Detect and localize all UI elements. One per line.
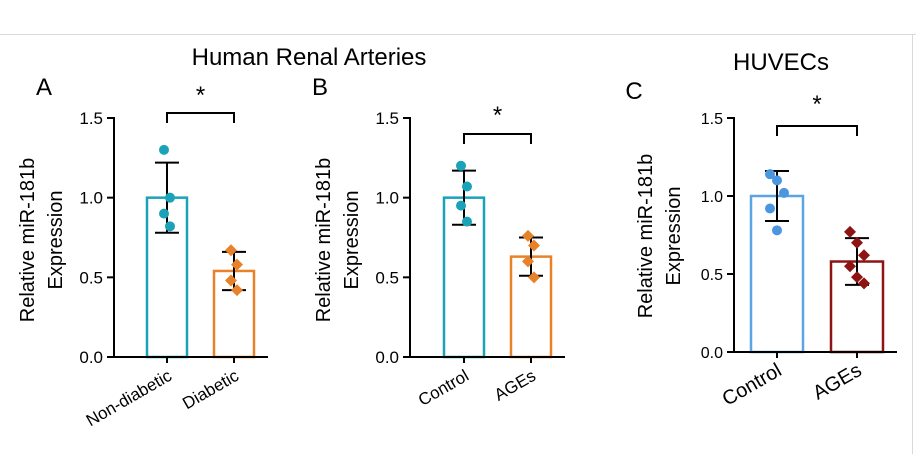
significance-bracket xyxy=(463,133,532,144)
chart-panel-b: B Relative miR-181b Expression 0.0 0.5 1.0 1.5… xyxy=(312,74,565,410)
figure-title-left: Human Renal Arteries xyxy=(192,44,427,71)
data-point xyxy=(772,225,782,236)
bar xyxy=(749,194,805,354)
panel-label: A xyxy=(36,74,52,101)
data-point xyxy=(159,208,169,219)
data-point xyxy=(844,225,856,238)
panels: A Relative miR-181b Expression 0.0 0.5 1.0 1.5… xyxy=(17,74,897,430)
data-point xyxy=(779,187,789,198)
data-point xyxy=(462,216,472,227)
data-point xyxy=(462,181,472,192)
data-point xyxy=(225,274,237,287)
data-point xyxy=(858,277,870,290)
y-tick-label: 1.5 xyxy=(375,109,399,128)
data-point xyxy=(772,175,782,186)
y-tick-label: 0.0 xyxy=(79,348,103,367)
y-axis-label: Relative miR-181b xyxy=(313,158,335,323)
data-point xyxy=(851,271,863,284)
y-tick-label: 1.0 xyxy=(79,189,103,208)
data-point xyxy=(165,192,175,203)
data-point xyxy=(231,258,243,271)
data-point xyxy=(159,144,169,155)
y-tick-label: 0.5 xyxy=(701,267,723,284)
x-tick-label: Non-diabetic xyxy=(83,366,176,430)
significance-star: * xyxy=(812,91,821,118)
data-point xyxy=(858,249,870,262)
x-tick-label: AGEs xyxy=(491,366,539,405)
significance-star: * xyxy=(493,102,502,129)
data-point xyxy=(528,271,540,284)
panel-label: C xyxy=(625,78,642,105)
y-tick-label: 1.5 xyxy=(701,111,723,128)
y-axis-label: Expression xyxy=(341,191,363,290)
y-tick-label: 0.5 xyxy=(79,268,103,287)
y-axis-label: Expression xyxy=(663,187,685,286)
y-tick-label: 0.5 xyxy=(375,268,399,287)
data-point xyxy=(528,239,540,252)
data-point xyxy=(765,203,775,214)
y-tick-label: 1.0 xyxy=(375,189,399,208)
data-point xyxy=(522,255,534,268)
y-tick-label: 0.0 xyxy=(375,348,399,367)
y-tick-label: 1.0 xyxy=(701,189,723,206)
data-point xyxy=(844,260,856,273)
figure-title-right: HUVECs xyxy=(733,49,829,76)
chart-panel-c: C Relative miR-181b Expression 0.0 0.5 1.0 1.5… xyxy=(625,78,897,411)
y-axis-label: Relative miR-181b xyxy=(17,158,39,323)
data-point xyxy=(851,236,863,249)
y-axis-label: Relative miR-181b xyxy=(635,154,657,319)
x-tick-label: Control xyxy=(719,359,786,410)
x-tick-label: Control xyxy=(415,366,472,410)
chart-panel-a: A Relative miR-181b Expression 0.0 0.5 1.0 1.5… xyxy=(17,74,268,430)
data-point xyxy=(165,221,175,232)
significance-star: * xyxy=(196,82,205,109)
data-point xyxy=(225,244,237,257)
data-point xyxy=(231,284,243,297)
y-tick-label: 0.0 xyxy=(701,345,723,362)
panel-label: B xyxy=(312,74,328,101)
data-point xyxy=(765,169,775,180)
x-tick-label: AGEs xyxy=(809,359,865,404)
x-tick-label: Diabetic xyxy=(179,366,242,413)
data-point xyxy=(456,160,466,171)
significance-bracket xyxy=(776,125,858,136)
data-point xyxy=(456,200,466,211)
figure-border-top xyxy=(0,34,916,35)
figure-border-right xyxy=(912,34,913,454)
significance-bracket xyxy=(166,112,235,123)
data-point xyxy=(522,229,534,242)
y-axis-label: Expression xyxy=(45,191,67,290)
y-tick-label: 1.5 xyxy=(79,109,103,128)
